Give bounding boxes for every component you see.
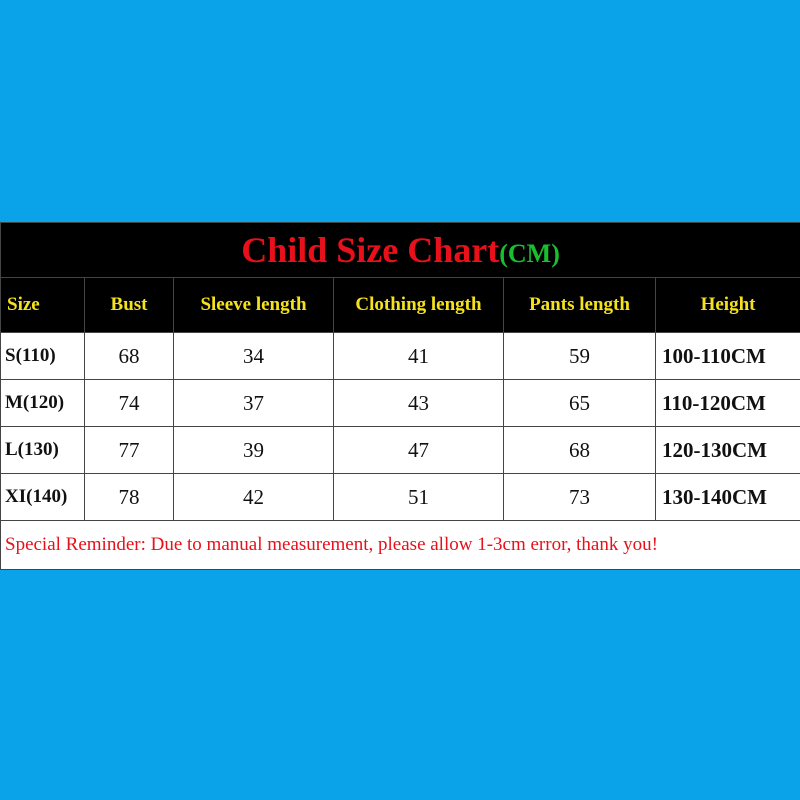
size-cell: M(120) [0, 379, 85, 427]
measure-cell: 34 [173, 332, 334, 380]
measure-cell: 73 [503, 473, 656, 521]
title-row: Child Size Chart(CM) [0, 222, 800, 278]
measure-cell: 68 [503, 426, 656, 474]
measure-cell: 110-120CM [654, 379, 800, 427]
size-cell: S(110) [0, 332, 85, 380]
measure-cell: 130-140CM [654, 473, 800, 521]
measure-cell: 59 [503, 332, 656, 380]
title: Child Size Chart [241, 230, 500, 270]
size-cell: L(130) [0, 426, 85, 474]
header-row: Size Bust Sleeve length Clothing length Pant… [0, 277, 800, 333]
title-cell: Child Size Chart(CM) [0, 222, 800, 278]
size-row: S(110) 68 34 41 59 100-110CM [0, 332, 800, 380]
measure-cell: 42 [173, 473, 334, 521]
measure-cell: 74 [84, 379, 174, 427]
measure-cell: 100-110CM [654, 332, 800, 380]
reminder-row: Special Reminder: Due to manual measurem… [0, 520, 800, 570]
measure-cell: 41 [333, 332, 504, 380]
measure-cell: 77 [84, 426, 174, 474]
size-cell: XI(140) [0, 473, 85, 521]
title-unit: (CM) [499, 239, 560, 268]
size-row: XI(140) 78 42 51 73 130-140CM [0, 473, 800, 521]
header-cell: Sleeve length [173, 277, 334, 333]
header-cell: Bust [84, 277, 174, 333]
reminder: Special Reminder: Due to manual measurem… [0, 520, 800, 570]
measure-cell: 39 [173, 426, 334, 474]
table-body: S(110) 68 34 41 59 100-110CM M(120) 74 37 43 65 110… [0, 332, 800, 521]
measure-cell: 47 [333, 426, 504, 474]
size-row: M(120) 74 37 43 65 110-120CM [0, 379, 800, 427]
measure-cell: 37 [173, 379, 334, 427]
header-cell: Height [654, 277, 800, 333]
measure-cell: 43 [333, 379, 504, 427]
header-cell: Pants length [503, 277, 656, 333]
size-table: Child Size Chart(CM) Size Bust Sleeve leng… [0, 222, 800, 570]
measure-cell: 65 [503, 379, 656, 427]
measure-cell: 120-130CM [654, 426, 800, 474]
measure-cell: 68 [84, 332, 174, 380]
size-row: L(130) 77 39 47 68 120-130CM [0, 426, 800, 474]
measure-cell: 78 [84, 473, 174, 521]
header-cell: Size [0, 277, 85, 333]
measure-cell: 51 [333, 473, 504, 521]
header-cell: Clothing length [333, 277, 504, 333]
